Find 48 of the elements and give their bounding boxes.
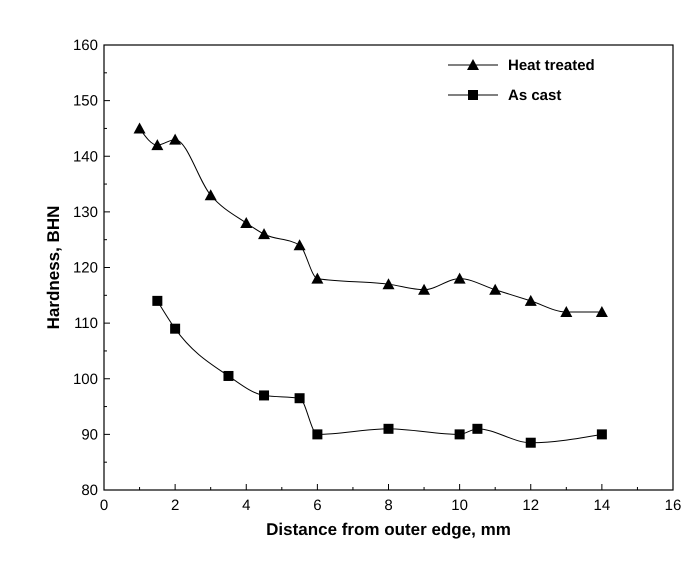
point [152,296,162,306]
x-tick-label: 16 [664,497,682,514]
point [418,284,430,295]
point [526,438,536,448]
y-tick-label: 90 [81,426,98,444]
x-axis-title: Distance from outer edge, mm [266,520,511,539]
y-tick-label: 130 [72,204,98,221]
point [384,424,394,434]
point [596,429,607,440]
point [596,306,608,317]
point [170,324,180,334]
point [223,370,234,381]
x-tick-label: 0 [100,497,108,514]
point [560,306,572,317]
y-tick-label: 120 [72,260,98,276]
point [240,217,252,228]
point [294,239,306,250]
x-tick-label: 10 [451,497,468,514]
point [524,294,537,306]
point [489,284,502,295]
y-axis-title: Hardness, BHN [44,206,63,330]
x-tick-label: 8 [384,497,393,514]
x-tick-label: 14 [594,497,610,514]
x-tick-label: 6 [313,497,322,514]
point [169,134,182,145]
point [382,278,394,290]
point [454,429,465,440]
x-tick-label: 2 [170,497,180,514]
x-tick-label: 12 [522,497,540,514]
y-tick-label: 140 [72,148,98,166]
point [312,429,322,440]
point [472,424,482,434]
point [259,390,270,400]
point [294,393,305,404]
point [258,228,270,240]
point [311,272,324,284]
y-tick-label: 150 [72,92,98,110]
legend-label: As cast [508,87,562,104]
y-tick-label: 100 [72,370,98,388]
y-tick-label: 110 [74,315,98,332]
point [204,189,217,200]
x-tick-label: 4 [242,497,250,514]
point [134,122,146,134]
y-tick-label: 160 [72,37,98,54]
point [454,272,466,284]
y-tick-label: 80 [81,482,98,499]
point [151,139,164,150]
legend-label: Heat treated [508,57,595,74]
